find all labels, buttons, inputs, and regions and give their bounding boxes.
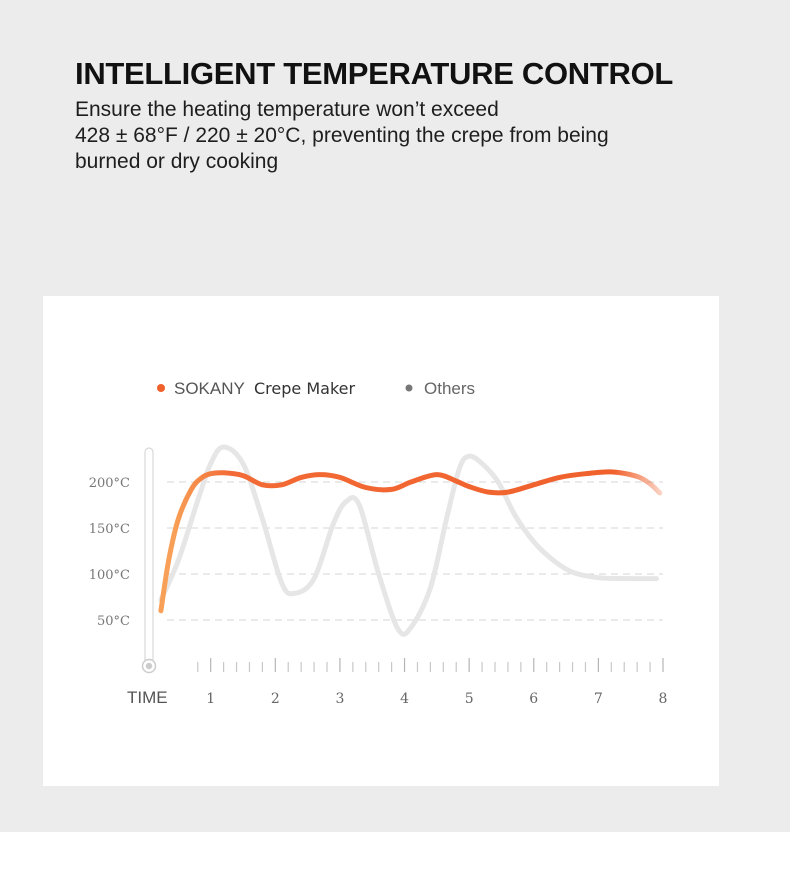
y-tick-label-50: 50°C [97,614,130,629]
legend-dot-sokany [157,384,165,392]
x-tick-label-1: 1 [206,691,215,707]
page-title: INTELLIGENT TEMPERATURE CONTROL [75,56,674,91]
legend-brand-label: SOKANY [174,379,245,398]
x-tick-label-4: 4 [400,691,409,707]
legend-others-label: Others [424,379,475,398]
y-axis-track [141,447,157,674]
page-description: Ensure the heating temperature won’t exc… [75,97,735,175]
series-line-others [158,444,659,637]
description-line-3: burned or dry cooking [75,150,279,173]
y-tick-label-200: 200°C [89,476,130,491]
x-tick-label-6: 6 [529,691,538,707]
description-line-1: Ensure the heating temperature won’t exc… [75,98,499,121]
temperature-chart: SOKANY Crepe Maker Others 50°C 100°C 150°C… [89,379,668,707]
x-tick-label-8: 8 [659,691,668,707]
series-line-sokany [158,469,663,614]
x-tick-label-3: 3 [335,691,344,707]
x-axis-label: TIME [127,688,168,707]
page-background: INTELLIGENT TEMPERATURE CONTROL Ensure t… [0,0,790,832]
chart-legend: SOKANY Crepe Maker Others [157,379,475,398]
x-tick-label-2: 2 [271,691,280,707]
y-tick-label-150: 150°C [89,522,130,537]
legend-product-label: Crepe Maker [254,379,355,398]
chart-card: SOKANY Crepe Maker Others 50°C 100°C 150°C… [43,296,719,786]
x-tick-label-5: 5 [465,691,474,707]
description-line-2: 428 ± 68°F / 220 ± 20°C, preventing the … [75,124,609,147]
legend-dot-others [405,384,413,392]
x-tick-label-7: 7 [594,691,603,707]
y-tick-label-100: 100°C [89,568,130,583]
